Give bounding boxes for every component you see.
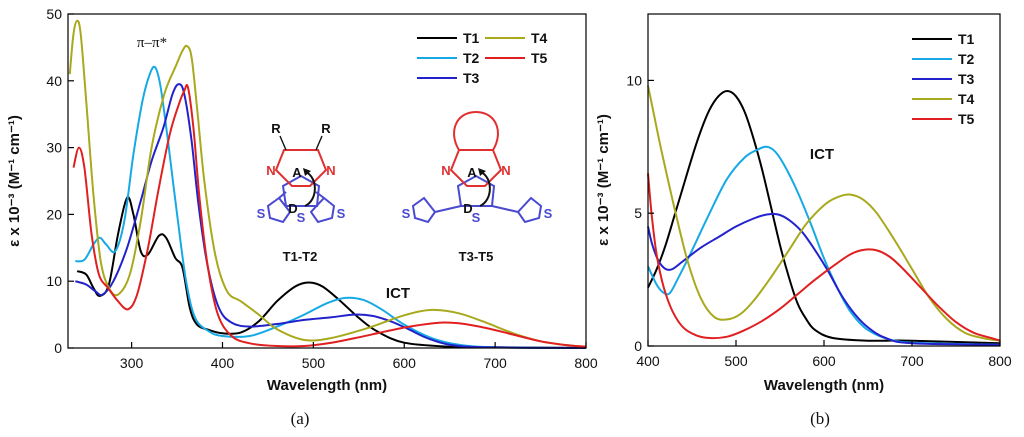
structure-t3-t5: N N S S S A D T3-T5 — [402, 110, 553, 264]
a-legend-label-t4: T4 — [531, 30, 548, 46]
t1-thiophene-core — [281, 174, 321, 207]
b-x-tick-label: 400 — [636, 353, 660, 369]
b-series-t4-line — [647, 85, 1001, 342]
t1-pyrazine-ring — [274, 149, 328, 187]
t1-charge-transfer-arrow — [304, 171, 316, 207]
t1-arrow-head — [303, 168, 311, 176]
t3-donor-label: D — [463, 201, 472, 216]
t1-acceptor-label: A — [292, 165, 302, 180]
t1-s-left: S — [257, 206, 266, 221]
a-y-ticks: 0 10 20 30 40 50 — [46, 6, 74, 356]
t3-t5-caption: T3-T5 — [459, 249, 494, 264]
t1-s-right: S — [337, 206, 346, 221]
t1-t2-caption: T1-T2 — [283, 249, 318, 264]
t1-r-bond-left — [279, 135, 287, 151]
t1-r-bond-right — [315, 135, 323, 151]
b-legend-label-t5: T5 — [958, 111, 975, 127]
a-x-tick-label: 800 — [574, 355, 598, 371]
panel-b: 400 500 600 700 800 0 5 10 Wavelength (nm) ε x… — [595, 13, 1012, 428]
b-x-ticks: 400 500 600 700 800 — [636, 340, 1012, 369]
b-y-ticks: 0 5 10 — [626, 72, 654, 354]
t1-r-right: R — [321, 121, 331, 136]
a-series-t4-line — [68, 19, 587, 348]
a-legend-label-t1: T1 — [463, 30, 480, 46]
t1-n-right: N — [326, 163, 335, 178]
b-series-t1-line — [647, 89, 1001, 345]
b-legend-label-t4: T4 — [958, 91, 975, 107]
b-panel-label: (b) — [810, 409, 830, 428]
a-legend-label-t5: T5 — [531, 50, 548, 66]
t1-right-thiophene-ring — [309, 196, 336, 224]
t3-right-thiophene-ring — [516, 196, 543, 224]
a-x-tick-label: 300 — [120, 355, 144, 371]
a-y-tick-label: 0 — [54, 340, 62, 356]
t3-arrow-head — [478, 168, 486, 176]
t3-thiophene-core — [456, 174, 496, 207]
t1-s-center: S — [297, 210, 306, 225]
a-y-tick-label: 50 — [46, 6, 62, 22]
b-series-t3-line — [647, 212, 1001, 346]
b-x-axis-label: Wavelength (nm) — [764, 377, 884, 394]
t3-s-center: S — [472, 210, 481, 225]
t3-bond-right — [491, 205, 519, 213]
t3-s-left: S — [402, 206, 411, 221]
a-y-tick-label: 30 — [46, 140, 62, 156]
b-x-tick-label: 600 — [812, 353, 836, 369]
t3-bond-left — [434, 205, 462, 213]
b-legend-label-t3: T3 — [958, 71, 975, 87]
a-panel-label: (a) — [291, 409, 310, 428]
a-x-tick-label: 400 — [211, 355, 235, 371]
t3-n-left: N — [441, 163, 450, 178]
t1-donor-label: D — [288, 201, 297, 216]
a-series-t5-line — [72, 84, 587, 348]
t3-left-thiophene-ring — [411, 196, 437, 224]
panel-a: 300 400 500 600 700 800 0 10 20 30 40 50 Wavelengt… — [6, 6, 598, 428]
t1-bond-right — [315, 191, 325, 199]
b-series-lines — [647, 85, 1001, 346]
b-annotation-ict: ICT — [810, 146, 834, 163]
t3-n-right: N — [501, 163, 510, 178]
a-legend-label-t3: T3 — [463, 70, 480, 86]
b-legend: T1 T2 T3 T4 T5 — [912, 31, 975, 127]
a-series-lines — [68, 19, 587, 349]
b-series-t2-line — [647, 145, 1001, 346]
t3-charge-transfer-arrow — [479, 171, 491, 207]
b-legend-label-t1: T1 — [958, 31, 975, 47]
a-x-tick-label: 600 — [393, 355, 417, 371]
a-legend-label-t2: T2 — [463, 50, 480, 66]
a-x-tick-label: 700 — [483, 355, 507, 371]
a-x-ticks: 300 400 500 600 700 800 — [120, 342, 598, 371]
b-y-tick-label: 10 — [626, 72, 642, 88]
a-y-tick-label: 10 — [46, 273, 62, 289]
b-y-tick-label: 5 — [634, 205, 642, 221]
t1-bond-left — [278, 191, 287, 199]
a-annotation-ict: ICT — [386, 285, 410, 302]
t1-left-thiophene-ring — [266, 196, 292, 224]
t1-r-left: R — [271, 121, 281, 136]
a-series-t1-line — [76, 196, 587, 349]
b-legend-label-t2: T2 — [958, 51, 975, 67]
a-x-axis-label: Wavelength (nm) — [267, 377, 387, 394]
a-plot-frame — [67, 13, 587, 349]
b-y-tick-label: 0 — [634, 338, 642, 354]
a-legend: T1 T2 T3 T4 T5 — [417, 30, 548, 86]
b-y-axis-label: ε x 10⁻³ (M⁻¹ cm⁻¹) — [595, 114, 612, 246]
b-x-tick-label: 800 — [988, 353, 1012, 369]
b-x-tick-label: 500 — [724, 353, 748, 369]
b-x-tick-label: 700 — [900, 353, 924, 369]
t3-acceptor-label: A — [467, 165, 477, 180]
a-y-tick-label: 40 — [46, 73, 62, 89]
a-series-t2-line — [75, 65, 587, 349]
a-x-tick-label: 500 — [302, 355, 326, 371]
a-y-tick-label: 20 — [46, 206, 62, 222]
b-series-t5-line — [647, 173, 1001, 342]
t3-fused-ring — [453, 110, 499, 151]
t1-n-left: N — [266, 163, 275, 178]
a-y-axis-label: ε x 10⁻³ (M⁻¹ cm⁻¹) — [6, 115, 23, 247]
a-annotation-pi-pi: π–π* — [137, 35, 167, 51]
structure-t1-t2: R R N N S S S A D T1-T2 — [257, 121, 346, 264]
t3-s-right: S — [544, 206, 553, 221]
